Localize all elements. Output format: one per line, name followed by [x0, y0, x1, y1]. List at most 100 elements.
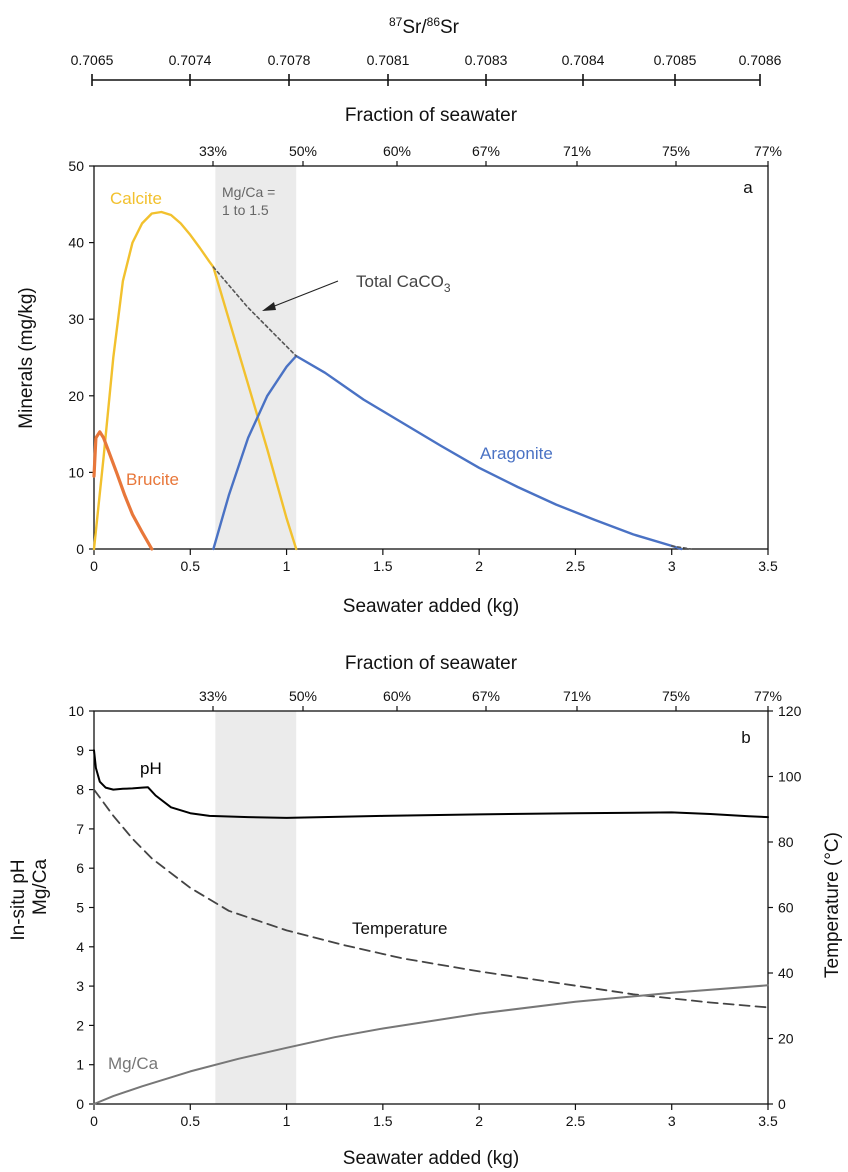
a-series-total-caco3-tail — [670, 545, 692, 550]
panel-a-x-label: Seawater added (kg) — [343, 596, 519, 617]
sr-tick-label-3: 0.7081 — [367, 52, 410, 68]
brucite-label: Brucite — [126, 470, 179, 489]
b-y2-tick-label-1: 20 — [778, 1031, 794, 1047]
b-y2-tick-label-0: 0 — [778, 1096, 786, 1112]
shade-label-line1: Mg/Ca = — [222, 184, 275, 200]
b-fraction-tick-label-4: 71% — [563, 688, 591, 704]
sr-axis-title-sr1: Sr/ — [402, 17, 427, 38]
panel-a: 0 0.5 1 1.5 2 2.5 3 3.5 0 10 20 30 40 50 33% 50% 60% 67% 7… — [16, 105, 782, 617]
total-caco3-arrow — [262, 280, 339, 311]
b-y2-tick-label-6: 120 — [778, 703, 802, 719]
a-fraction-tick-label-2: 60% — [383, 143, 411, 159]
panel-b-series — [93, 749, 769, 1105]
sr-tick-label-5: 0.7084 — [562, 52, 605, 68]
b-x-tick-label-6: 3 — [668, 1113, 676, 1129]
panel-b-top-label: Fraction of seawater — [345, 653, 518, 674]
b-y-tick-label-1: 1 — [76, 1057, 84, 1073]
sr-axis-title-sr2: Sr — [440, 17, 460, 38]
b-y-tick-label-5: 5 — [76, 900, 84, 916]
a-series-aragonite — [212, 354, 683, 551]
a-fraction-tick-label-5: 75% — [662, 143, 690, 159]
a-y-tick-label-3: 30 — [68, 311, 84, 327]
a-y-tick-label-0: 0 — [76, 541, 84, 557]
sr-tick-label-2: 0.7078 — [268, 52, 311, 68]
panel-a-letter: a — [743, 178, 753, 197]
a-fraction-tick-label-6: 77% — [754, 143, 782, 159]
b-x-tick-label-7: 3.5 — [758, 1113, 778, 1129]
b-y-tick-label-9: 9 — [76, 742, 84, 758]
temperature-label: Temperature — [352, 919, 447, 938]
b-y-tick-label-3: 3 — [76, 978, 84, 994]
a-y-tick-label-2: 20 — [68, 388, 84, 404]
ph-label: pH — [140, 759, 162, 778]
panel-a-ticks: 0 0.5 1 1.5 2 2.5 3 3.5 0 10 20 30 40 50 33% 50% 60% 67% 7… — [68, 143, 782, 574]
sr-tick-label-7: 0.7086 — [739, 52, 782, 68]
a-fraction-tick-label-4: 71% — [563, 143, 591, 159]
a-x-tick-label-5: 2.5 — [566, 558, 586, 574]
a-y-tick-label-5: 50 — [68, 158, 84, 174]
panel-b-y-label-ph: In-situ pH — [8, 859, 29, 940]
a-x-tick-label-4: 2 — [475, 558, 483, 574]
b-fraction-tick-label-6: 77% — [754, 688, 782, 704]
panel-b-letter: b — [741, 728, 750, 747]
total-caco3-label: Total CaCO3 — [356, 272, 451, 295]
b-y-tick-label-10: 10 — [68, 703, 84, 719]
a-x-tick-label-2: 1 — [283, 558, 291, 574]
sr-tick-label-6: 0.7085 — [654, 52, 697, 68]
b-x-tick-label-5: 2.5 — [566, 1113, 586, 1129]
mgca-shaded-region-a — [215, 166, 297, 549]
sr-axis-title-sup2: 86 — [427, 15, 441, 29]
b-y2-tick-label-3: 60 — [778, 900, 794, 916]
total-caco3-sub: 3 — [444, 281, 451, 295]
panel-b-ticks: 0 0.5 1 1.5 2 2.5 3 3.5012345678910020406080100… — [68, 688, 801, 1129]
a-fraction-tick-label-3: 67% — [472, 143, 500, 159]
b-y2-tick-label-2: 40 — [778, 965, 794, 981]
a-x-tick-label-6: 3 — [668, 558, 676, 574]
b-x-tick-label-4: 2 — [475, 1113, 483, 1129]
panel-b-frame — [93, 710, 769, 1105]
a-series-total-caco3 — [212, 266, 297, 357]
a-x-tick-label-3: 1.5 — [373, 558, 393, 574]
b-fraction-tick-label-0: 33% — [199, 688, 227, 704]
b-fraction-tick-label-2: 60% — [383, 688, 411, 704]
b-fraction-tick-label-3: 67% — [472, 688, 500, 704]
sr-tick-label-1: 0.7074 — [169, 52, 212, 68]
panel-a-y-label: Minerals (mg/kg) — [16, 287, 37, 428]
sr-tick-label-4: 0.7083 — [465, 52, 508, 68]
sr-axis-title-sup1: 87 — [389, 15, 403, 29]
a-series-brucite — [92, 430, 154, 551]
a-y-tick-label-4: 40 — [68, 235, 84, 251]
b-y2-tick-label-4: 80 — [778, 834, 794, 850]
total-caco3-text: Total CaCO — [356, 272, 444, 291]
a-fraction-tick-label-1: 50% — [289, 143, 317, 159]
b-y-tick-label-7: 7 — [76, 821, 84, 837]
b-y-tick-label-2: 2 — [76, 1017, 84, 1033]
mgca-shaded-region-b — [215, 711, 297, 1104]
b-y2-tick-label-5: 100 — [778, 769, 802, 785]
sr-axis: 87Sr/86Sr 0.7065 0.7074 0.7078 0.7081 0.7083… — [71, 15, 782, 86]
b-x-tick-label-1: 0.5 — [181, 1113, 201, 1129]
sr-axis-title: 87Sr/86Sr — [389, 15, 460, 38]
shade-label-line2: 1 to 1.5 — [222, 202, 269, 218]
a-y-tick-label-1: 10 — [68, 464, 84, 480]
panel-b-x-label: Seawater added (kg) — [343, 1148, 519, 1169]
b-y-tick-label-0: 0 — [76, 1096, 84, 1112]
b-fraction-tick-label-1: 50% — [289, 688, 317, 704]
b-y-tick-label-8: 8 — [76, 782, 84, 798]
a-x-tick-label-1: 0.5 — [181, 558, 201, 574]
b-series-temperature — [93, 788, 769, 1009]
b-y-tick-label-4: 4 — [76, 939, 84, 955]
b-x-tick-label-3: 1.5 — [373, 1113, 393, 1129]
aragonite-label: Aragonite — [480, 444, 553, 463]
sr-tick-label-0: 0.7065 — [71, 52, 114, 68]
a-series-calcite — [92, 210, 298, 551]
calcite-label: Calcite — [110, 189, 162, 208]
b-fraction-tick-label-5: 75% — [662, 688, 690, 704]
panel-b-y2-label: Temperature (°C) — [822, 832, 843, 978]
mgca-label: Mg/Ca — [108, 1054, 159, 1073]
a-fraction-tick-label-0: 33% — [199, 143, 227, 159]
b-y-tick-label-6: 6 — [76, 860, 84, 876]
b-x-tick-label-0: 0 — [90, 1113, 98, 1129]
sr-axis-ticks: 0.7065 0.7074 0.7078 0.7081 0.7083 0.7084 0.70… — [71, 52, 782, 86]
